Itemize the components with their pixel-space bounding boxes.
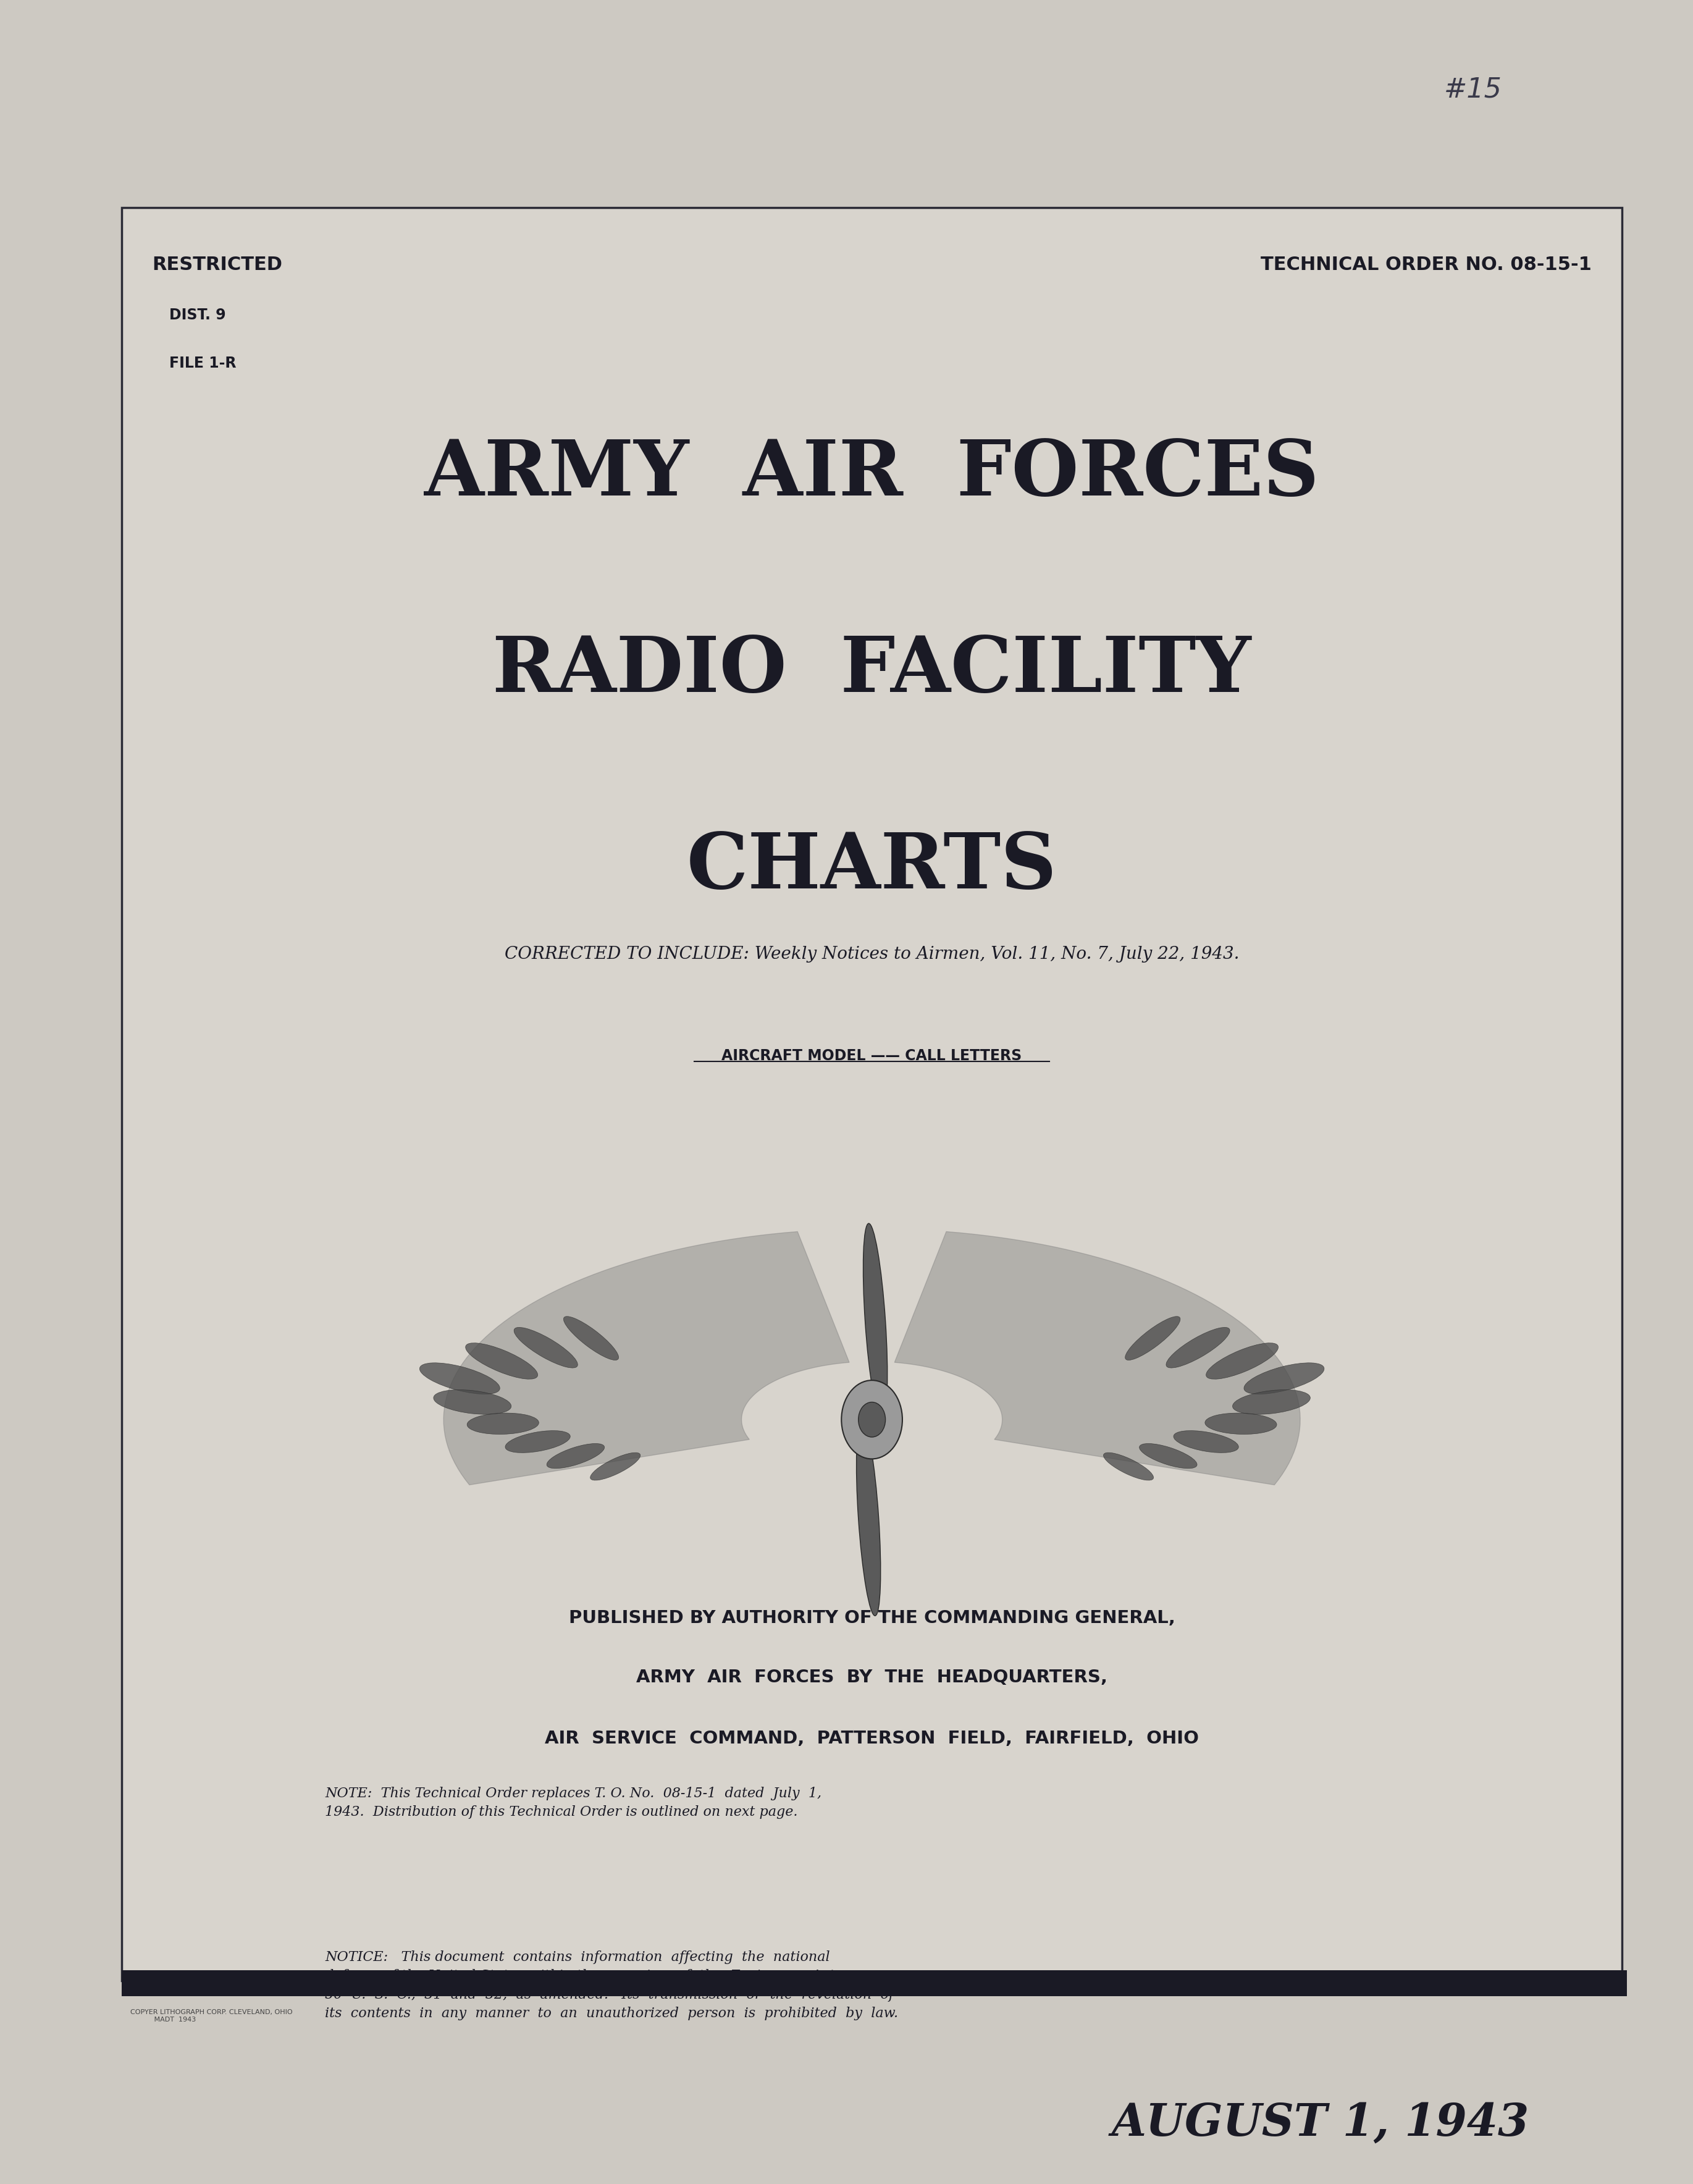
Ellipse shape — [505, 1431, 571, 1452]
Text: NOTICE:   This document  contains  information  affecting  the  national
defense: NOTICE: This document contains informati… — [325, 1950, 899, 2020]
Text: CORRECTED TO INCLUDE: Weekly Notices to Airmen, Vol. 11, No. 7, July 22, 1943.: CORRECTED TO INCLUDE: Weekly Notices to … — [505, 946, 1239, 963]
Ellipse shape — [1244, 1363, 1324, 1393]
Text: ARMY  AIR  FORCES: ARMY AIR FORCES — [425, 437, 1319, 511]
Ellipse shape — [515, 1328, 577, 1367]
Ellipse shape — [467, 1413, 538, 1435]
Bar — [122, 1970, 1627, 1996]
Ellipse shape — [591, 1452, 640, 1481]
Text: AIR  SERVICE  COMMAND,  PATTERSON  FIELD,  FAIRFIELD,  OHIO: AIR SERVICE COMMAND, PATTERSON FIELD, FA… — [545, 1730, 1199, 1747]
Ellipse shape — [433, 1389, 511, 1415]
Ellipse shape — [1173, 1431, 1239, 1452]
Text: FILE 1-R: FILE 1-R — [169, 356, 237, 371]
Ellipse shape — [1233, 1389, 1310, 1415]
Text: NOTE:  This Technical Order replaces T. O. No.  08-15-1  dated  July  1,
1943.  : NOTE: This Technical Order replaces T. O… — [325, 1787, 821, 1819]
Ellipse shape — [1104, 1452, 1153, 1481]
Ellipse shape — [1166, 1328, 1229, 1367]
Text: PUBLISHED BY AUTHORITY OF THE COMMANDING GENERAL,: PUBLISHED BY AUTHORITY OF THE COMMANDING… — [569, 1610, 1175, 1627]
Text: COPYER LITHOGRAPH CORP. CLEVELAND, OHIO
           MADT  1943: COPYER LITHOGRAPH CORP. CLEVELAND, OHIO … — [130, 2009, 293, 2022]
Text: ARMY  AIR  FORCES  BY  THE  HEADQUARTERS,: ARMY AIR FORCES BY THE HEADQUARTERS, — [637, 1669, 1107, 1686]
Text: #15: #15 — [1444, 76, 1502, 103]
Ellipse shape — [1205, 1413, 1277, 1435]
Text: TECHNICAL ORDER NO. 08-15-1: TECHNICAL ORDER NO. 08-15-1 — [1260, 256, 1591, 273]
Text: RESTRICTED: RESTRICTED — [152, 256, 283, 273]
Text: RADIO  FACILITY: RADIO FACILITY — [493, 633, 1251, 708]
Ellipse shape — [1126, 1317, 1180, 1361]
Ellipse shape — [1205, 1343, 1278, 1378]
Text: DIST. 9: DIST. 9 — [169, 308, 225, 323]
Ellipse shape — [564, 1317, 618, 1361]
Circle shape — [858, 1402, 885, 1437]
Ellipse shape — [466, 1343, 538, 1378]
FancyBboxPatch shape — [122, 207, 1622, 1981]
Ellipse shape — [857, 1420, 880, 1616]
Polygon shape — [444, 1232, 850, 1485]
Text: AIRCRAFT MODEL —— CALL LETTERS: AIRCRAFT MODEL —— CALL LETTERS — [721, 1048, 1023, 1064]
Ellipse shape — [547, 1444, 604, 1468]
Ellipse shape — [863, 1223, 887, 1420]
Circle shape — [841, 1380, 902, 1459]
Ellipse shape — [1139, 1444, 1197, 1468]
Text: CHARTS: CHARTS — [687, 830, 1056, 904]
Text: AUGUST 1, 1943: AUGUST 1, 1943 — [1112, 2101, 1529, 2145]
Polygon shape — [894, 1232, 1300, 1485]
Ellipse shape — [420, 1363, 499, 1393]
